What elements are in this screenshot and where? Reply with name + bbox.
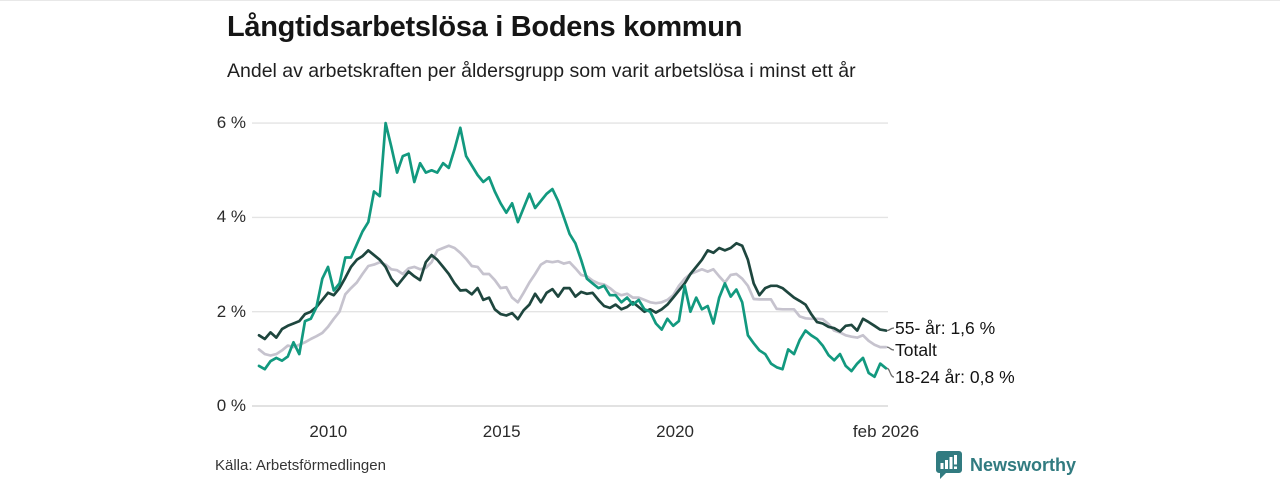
label-connector xyxy=(886,327,895,332)
x-axis-tick-2015: 2015 xyxy=(482,422,521,441)
series-label-55-ar: 55- år: 1,6 % xyxy=(895,318,996,338)
y-axis-tick-6: 6 % xyxy=(216,113,246,133)
y-axis-tick-4: 4 % xyxy=(216,207,246,227)
label-connector xyxy=(886,367,895,378)
series-line-18-24-r xyxy=(257,121,888,379)
series-line-55-r xyxy=(257,241,888,341)
brand-name: Newsworthy xyxy=(970,454,1077,475)
series-label-18-24-ar: 18-24 år: 0,8 % xyxy=(895,367,1015,387)
page-title: Långtidsarbetslösa i Bodens kommun xyxy=(227,11,743,43)
series-line-totalt xyxy=(257,244,888,357)
x-axis-tick-feb-2026: feb 2026 xyxy=(852,422,920,441)
newsworthy-bar-chart-bubble-icon xyxy=(936,451,962,479)
x-axis-tick-2020: 2020 xyxy=(656,422,694,441)
brand-logo: Newsworthy xyxy=(936,451,1076,479)
y-axis-tick-0: 0 % xyxy=(216,396,246,415)
page-subtitle: Andel av arbetskraften per åldersgrupp s… xyxy=(227,60,856,82)
series-label-totalt: Totalt xyxy=(895,340,937,360)
label-connector xyxy=(886,346,895,351)
source-attribution: Källa: Arbetsförmedlingen xyxy=(215,457,386,474)
x-axis-tick-2010: 2010 xyxy=(309,422,348,441)
y-axis-tick-2: 2 % xyxy=(216,301,246,321)
